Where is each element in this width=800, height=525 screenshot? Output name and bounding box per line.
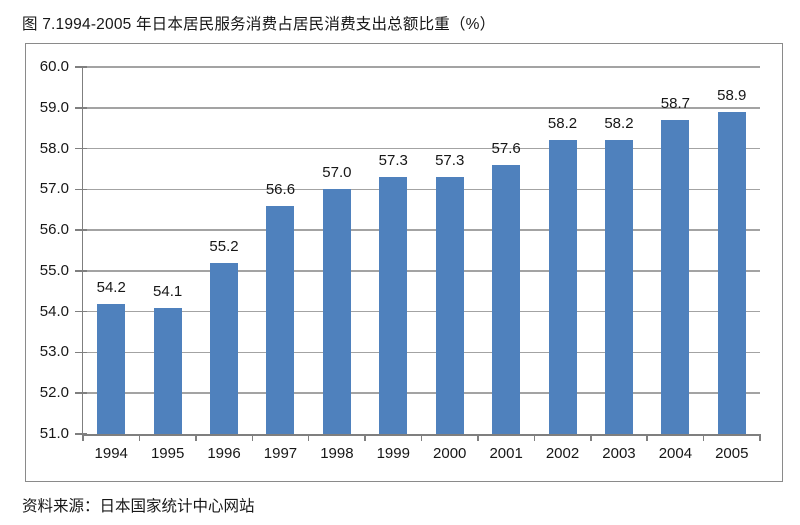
bar — [661, 120, 690, 434]
bar-value-label: 54.1 — [153, 282, 183, 300]
y-tick-label: 52.0 — [39, 384, 69, 402]
y-tick-label: 54.0 — [39, 302, 69, 320]
x-axis-tick — [420, 434, 423, 441]
x-axis-tick — [646, 434, 648, 441]
y-axis-tick — [75, 188, 87, 191]
bar-value-label: 55.2 — [209, 237, 239, 255]
x-tick-label: 2001 — [489, 445, 523, 462]
x-axis-tick — [702, 434, 705, 441]
gridline — [83, 107, 760, 109]
y-axis-tick — [75, 66, 87, 68]
y-axis-tick — [75, 107, 87, 109]
y-tick-label: 55.0 — [39, 261, 69, 279]
bar-value-label: 58.2 — [604, 115, 634, 133]
plot-area: 51.0 52.0 53.0 54.0 55.0 56.0 57.0 58.0 59.0 60.0… — [40, 58, 761, 462]
y-axis-tick — [75, 310, 87, 313]
bar-value-label: 56.6 — [265, 180, 296, 198]
x-axis-line — [83, 434, 760, 436]
chart-frame: 51.0 52.0 53.0 54.0 55.0 56.0 57.0 58.0 59.0 60.0… — [25, 43, 783, 482]
gridline — [83, 392, 760, 394]
x-tick-label: 1994 — [94, 445, 128, 462]
x-tick-label: 1997 — [263, 445, 298, 462]
y-tick-label: 51.0 — [39, 425, 69, 442]
gridline — [83, 147, 760, 150]
x-axis-tick — [82, 434, 84, 441]
y-axis-tick — [75, 270, 87, 272]
x-tick-label: 2000 — [433, 445, 467, 462]
y-axis-tick — [75, 392, 87, 394]
bar — [153, 307, 182, 434]
bar — [210, 262, 239, 434]
x-tick-label: 1996 — [207, 445, 241, 462]
bar — [492, 164, 521, 434]
x-axis-tick — [195, 434, 197, 441]
y-tick-label: 59.0 — [39, 98, 69, 116]
gridline — [83, 66, 760, 68]
bar-value-label: 57.0 — [322, 164, 352, 182]
bar — [379, 177, 408, 434]
y-tick-label: 57.0 — [39, 180, 69, 198]
gridline — [83, 229, 760, 231]
y-axis-tick — [75, 147, 87, 150]
bar-value-label: 58.9 — [717, 86, 747, 104]
bar — [604, 140, 633, 434]
y-tick-label: 60.0 — [39, 58, 69, 75]
gridline — [83, 351, 760, 354]
x-tick-label: 1999 — [376, 445, 410, 462]
y-axis-tick — [75, 351, 87, 354]
x-axis-tick — [138, 434, 141, 441]
bar — [322, 189, 351, 434]
bar — [97, 303, 126, 434]
y-axis-tick — [75, 433, 87, 435]
bar — [435, 177, 464, 434]
chart-title: 图 7.1994-2005 年日本居民服务消费占居民消费支出总额比重（%） — [22, 16, 496, 33]
y-axis-line — [81, 67, 83, 434]
gridline — [83, 270, 760, 272]
y-axis-tick — [75, 229, 87, 231]
bar — [266, 205, 295, 434]
y-tick-label: 58.0 — [39, 139, 69, 157]
y-tick-label: 53.0 — [39, 343, 69, 361]
x-tick-label: 2002 — [545, 445, 580, 462]
bar — [717, 111, 746, 434]
x-axis-tick — [251, 434, 253, 441]
bar — [548, 140, 577, 434]
x-axis-tick — [590, 434, 592, 441]
bar-value-label: 58.7 — [660, 95, 690, 112]
x-tick-label: 1998 — [320, 445, 354, 462]
x-tick-label: 2004 — [658, 445, 693, 462]
x-axis-tick — [759, 434, 761, 441]
x-axis-tick — [307, 434, 310, 441]
bar-value-label: 57.6 — [491, 139, 521, 157]
gridline — [83, 188, 760, 191]
bar-value-label: 54.2 — [96, 278, 126, 296]
bar-value-label: 57.3 — [378, 152, 408, 170]
x-axis-tick — [533, 434, 536, 441]
bar-value-label: 57.3 — [435, 152, 465, 170]
source-note: 资料来源：日本国家统计中心网站 — [22, 498, 255, 515]
x-axis-tick — [477, 434, 479, 441]
x-tick-label: 1995 — [150, 445, 185, 462]
bar-value-label: 58.2 — [547, 115, 578, 133]
x-tick-label: 2005 — [715, 445, 749, 462]
x-tick-label: 2003 — [602, 445, 636, 462]
gridline — [83, 310, 760, 313]
x-axis-tick — [364, 434, 366, 441]
y-tick-label: 56.0 — [39, 221, 69, 239]
